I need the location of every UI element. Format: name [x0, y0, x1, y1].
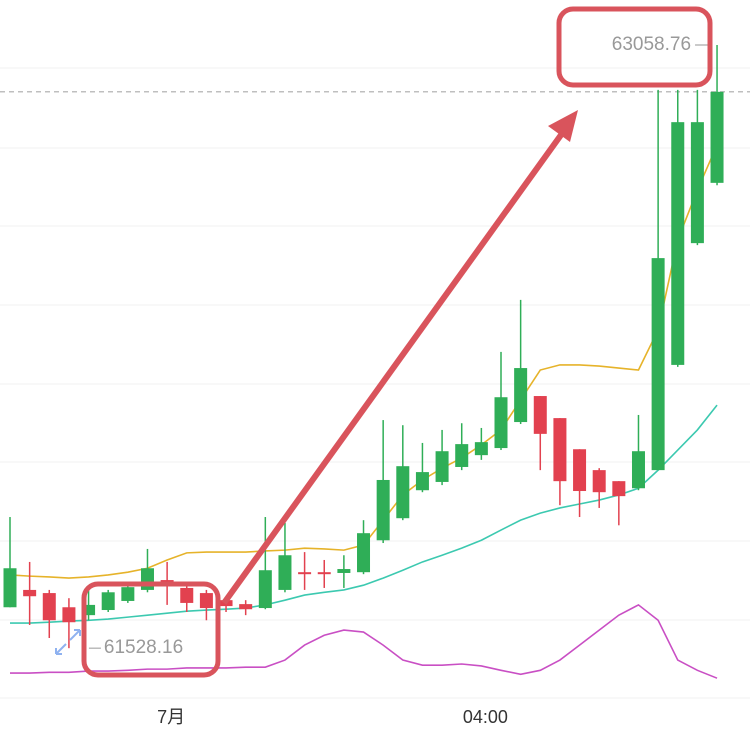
candle-body	[553, 418, 567, 482]
candle-body	[710, 91, 724, 183]
arrow-head	[548, 110, 578, 142]
candle-body	[494, 397, 508, 449]
expand-icon	[55, 629, 81, 655]
highlight-box	[556, 6, 713, 88]
candle-body	[455, 444, 469, 467]
candle-body	[101, 592, 115, 611]
candle-body	[298, 572, 312, 575]
candle-body	[337, 569, 351, 573]
candle-body	[631, 451, 645, 489]
indicator-line	[10, 404, 718, 624]
candle-body	[23, 589, 37, 597]
candle-body	[396, 466, 410, 519]
x-tick-label: 04:00	[463, 707, 508, 727]
candle-body	[140, 568, 154, 590]
max-label: 63058.76	[612, 34, 691, 55]
candle-body	[42, 593, 56, 621]
candle-body	[199, 593, 213, 609]
annotations	[55, 6, 713, 678]
candle-body	[435, 451, 449, 482]
candle-body	[62, 607, 76, 623]
candle-body	[573, 449, 587, 492]
candle-body	[121, 587, 135, 601]
candle-body	[3, 568, 17, 608]
candle-body	[671, 122, 685, 365]
arrow-shaft	[221, 126, 569, 605]
indicator-line	[9, 144, 718, 579]
candle-body	[82, 604, 96, 616]
candle-body	[376, 479, 390, 541]
min-label: 61528.16	[104, 637, 183, 658]
indicator-line	[10, 603, 718, 679]
candle-body	[514, 368, 528, 423]
candle-body	[258, 570, 272, 609]
candle-body	[533, 396, 547, 434]
candle-body	[415, 472, 429, 491]
candle-body	[651, 258, 665, 471]
x-tick-label: 7月	[157, 707, 185, 727]
candle-body	[180, 587, 194, 603]
candle-body	[239, 604, 253, 610]
candle-body	[317, 572, 331, 575]
highlight-box	[81, 581, 221, 678]
grid	[0, 67, 750, 699]
candle-body	[357, 533, 371, 573]
candle-body	[278, 555, 292, 590]
candle-body	[474, 442, 488, 456]
plot: 63058.76 61528.16 7月 04:00	[0, 34, 750, 727]
candle-body	[690, 122, 704, 244]
candle-body	[592, 470, 606, 493]
candle-body	[612, 481, 626, 497]
